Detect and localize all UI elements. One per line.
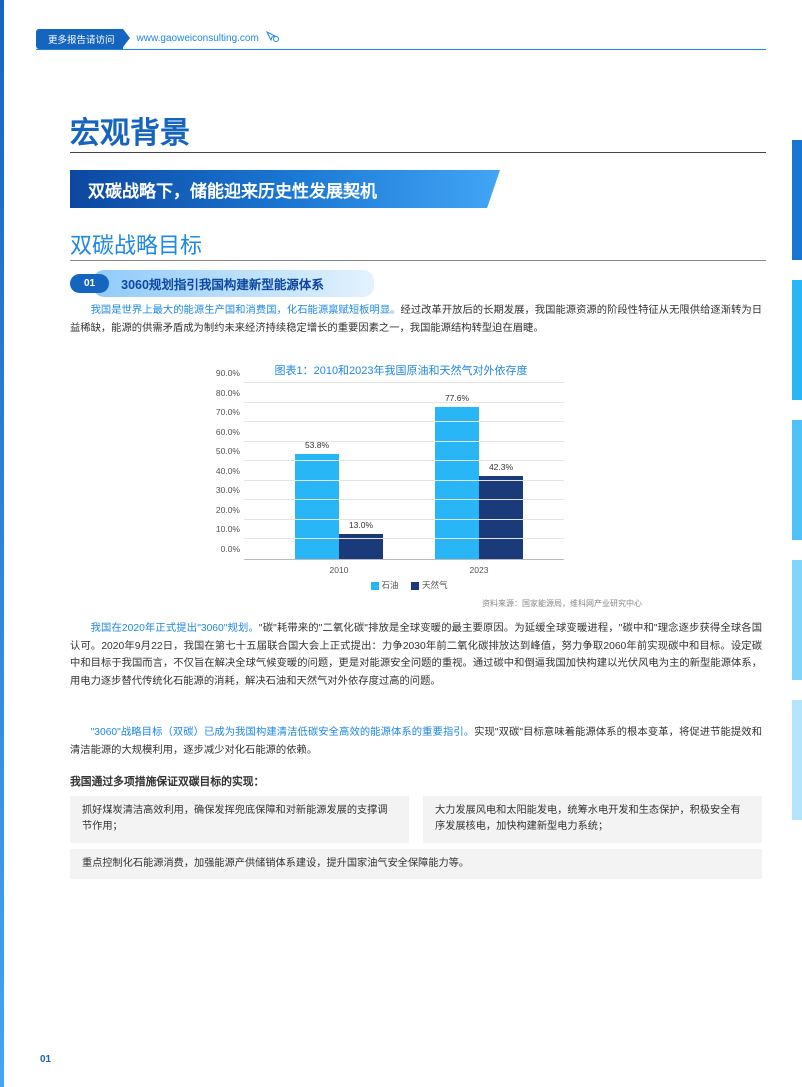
paragraph-1: 我国是世界上最大的能源生产国和消费国，化石能源禀赋短板明显。经过改革开放后的长期…: [70, 302, 762, 337]
subsection-title: 双碳战略目标: [70, 228, 202, 260]
paragraph-3: "3060"战略目标（双碳）已成为我国构建清洁低碳安全高效的能源体系的重要指引。…: [70, 724, 762, 759]
xlabel-2023: 2023: [424, 565, 534, 575]
subsection-rule: [70, 260, 766, 261]
para1-highlight: 我国是世界上最大的能源生产国和消费国，化石能源禀赋短板明显。: [91, 305, 401, 316]
title-rule: [70, 152, 766, 153]
bar-gas-2023: 42.3%: [479, 476, 523, 559]
pill-number: 01: [70, 274, 109, 293]
page-number: 01: [40, 1054, 51, 1065]
para3-highlight: "3060"战略目标（双碳）已成为我国构建清洁低碳安全高效的能源体系的重要指引。: [91, 727, 475, 738]
bar-gas-2010: 13.0%: [339, 534, 383, 559]
para2-highlight: 我国在2020年正式提出"3060"规划。: [91, 623, 259, 634]
bargroup-2010: 53.8% 13.0% 2010: [284, 454, 394, 559]
box-fossil-control: 重点控制化石能源消费，加强能源产供储销体系建设，提升国家油气安全保障能力等。: [70, 849, 762, 879]
chart-source: 资料来源：国家能源局，维科网产业研究中心: [482, 598, 642, 609]
box-coal: 抓好煤炭清洁高效利用，确保发挥兜底保障和对新能源发展的支撑调节作用；: [70, 796, 409, 843]
bargroup-2023: 77.6% 42.3% 2023: [424, 407, 534, 559]
chart-plot-area: 53.8% 13.0% 2010 77.6% 42.3% 2023 石油 天然气…: [244, 384, 564, 560]
box-renewables: 大力发展风电和太阳能发电，统筹水电开发和生态保护，积极安全有序发展核电，加快构建…: [423, 796, 762, 843]
right-stripes: [792, 0, 802, 1087]
paragraph-2: 我国在2020年正式提出"3060"规划。"碳"耗带来的"二氧化碳"排放是全球变…: [70, 620, 762, 691]
xlabel-2010: 2010: [284, 565, 394, 575]
pill-text: 3060规划指引我国构建新型能源体系: [93, 270, 374, 297]
bar-oil-2010: 53.8%: [295, 454, 339, 559]
dependency-chart: 53.8% 13.0% 2010 77.6% 42.3% 2023 石油 天然气…: [200, 380, 570, 592]
legend-swatch-oil: [371, 582, 379, 590]
legend-swatch-gas: [411, 582, 419, 590]
topic-pill: 01 3060规划指引我国构建新型能源体系: [70, 270, 374, 297]
page-title: 宏观背景: [70, 108, 190, 152]
banner-url[interactable]: www.gaoweiconsulting.com: [137, 33, 259, 44]
chart-legend: 石油 天然气: [244, 579, 564, 591]
list-heading: 我国通过多项措施保证双碳目标的实现：: [70, 773, 264, 789]
cursor-icon: [265, 30, 281, 47]
left-edge-gradient: [0, 0, 4, 1087]
bar-oil-2023: 77.6%: [435, 407, 479, 559]
top-banner: 更多报告请访问 www.gaoweiconsulting.com: [36, 28, 766, 50]
banner-badge: 更多报告请访问: [36, 29, 123, 49]
section-ribbon: 双碳战略下，储能迎来历史性发展契机: [70, 170, 500, 208]
chart-title: 图表1：2010和2023年我国原油和天然气对外依存度: [0, 362, 802, 378]
measure-boxes: 抓好煤炭清洁高效利用，确保发挥兜底保障和对新能源发展的支撑调节作用； 大力发展风…: [70, 796, 762, 885]
